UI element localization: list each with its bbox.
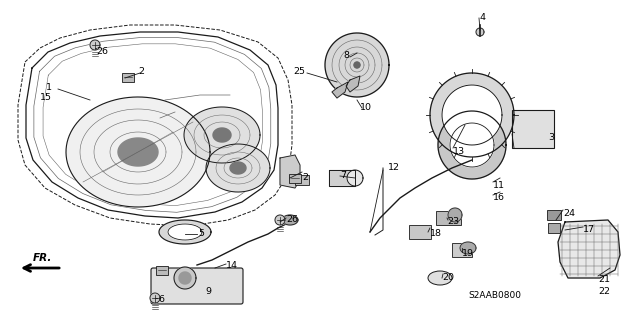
Text: 19: 19 (462, 249, 474, 257)
Polygon shape (174, 267, 196, 289)
Polygon shape (460, 242, 476, 254)
Text: FR.: FR. (33, 253, 52, 263)
Polygon shape (168, 224, 202, 240)
Text: 25: 25 (293, 68, 305, 77)
Polygon shape (347, 170, 363, 186)
Text: 18: 18 (430, 228, 442, 238)
Polygon shape (90, 40, 100, 50)
Text: 14: 14 (226, 261, 238, 270)
FancyBboxPatch shape (512, 110, 554, 148)
FancyBboxPatch shape (452, 243, 472, 257)
Polygon shape (346, 76, 360, 92)
Polygon shape (354, 62, 360, 68)
Text: 2: 2 (302, 174, 308, 182)
Text: 13: 13 (453, 147, 465, 157)
FancyBboxPatch shape (409, 225, 431, 239)
Polygon shape (329, 170, 355, 186)
Text: 21: 21 (598, 276, 610, 285)
Polygon shape (206, 144, 270, 192)
Text: 22: 22 (598, 287, 610, 296)
Text: S2AAB0800: S2AAB0800 (468, 292, 521, 300)
Text: 2: 2 (138, 68, 144, 77)
Text: 4: 4 (479, 13, 485, 23)
FancyBboxPatch shape (122, 72, 134, 81)
Polygon shape (213, 128, 231, 142)
Text: 3: 3 (548, 133, 554, 143)
Text: 6: 6 (158, 295, 164, 305)
Polygon shape (448, 208, 462, 222)
Polygon shape (558, 220, 620, 278)
Polygon shape (66, 97, 210, 207)
FancyBboxPatch shape (151, 268, 243, 304)
Text: 12: 12 (388, 164, 400, 173)
FancyBboxPatch shape (547, 210, 561, 220)
Polygon shape (280, 155, 300, 188)
Polygon shape (230, 162, 246, 174)
Ellipse shape (428, 271, 452, 285)
Text: 16: 16 (493, 194, 505, 203)
FancyBboxPatch shape (435, 211, 461, 225)
Polygon shape (26, 32, 278, 218)
Text: 17: 17 (583, 226, 595, 234)
Polygon shape (332, 82, 348, 98)
Text: 11: 11 (493, 182, 505, 190)
Text: 26: 26 (286, 216, 298, 225)
Polygon shape (325, 33, 389, 97)
Text: 1: 1 (46, 84, 52, 93)
Polygon shape (282, 215, 298, 225)
Polygon shape (159, 220, 211, 244)
Text: 20: 20 (442, 273, 454, 283)
Polygon shape (275, 215, 285, 225)
Polygon shape (450, 123, 494, 167)
Text: 24: 24 (563, 209, 575, 218)
Text: 8: 8 (343, 50, 349, 60)
Polygon shape (442, 85, 502, 145)
FancyBboxPatch shape (295, 175, 309, 185)
Text: 7: 7 (340, 172, 346, 181)
Polygon shape (430, 73, 514, 157)
Polygon shape (184, 107, 260, 163)
Text: 26: 26 (96, 48, 108, 56)
Text: 9: 9 (205, 287, 211, 296)
Text: 15: 15 (40, 93, 52, 102)
Polygon shape (476, 28, 484, 36)
Polygon shape (118, 138, 158, 166)
Text: 10: 10 (360, 103, 372, 113)
Text: 5: 5 (198, 229, 204, 239)
Polygon shape (150, 293, 160, 303)
FancyBboxPatch shape (548, 223, 560, 233)
FancyBboxPatch shape (156, 265, 168, 275)
FancyBboxPatch shape (289, 174, 301, 182)
Polygon shape (438, 111, 506, 179)
Text: 23: 23 (447, 217, 459, 226)
Polygon shape (179, 272, 191, 284)
